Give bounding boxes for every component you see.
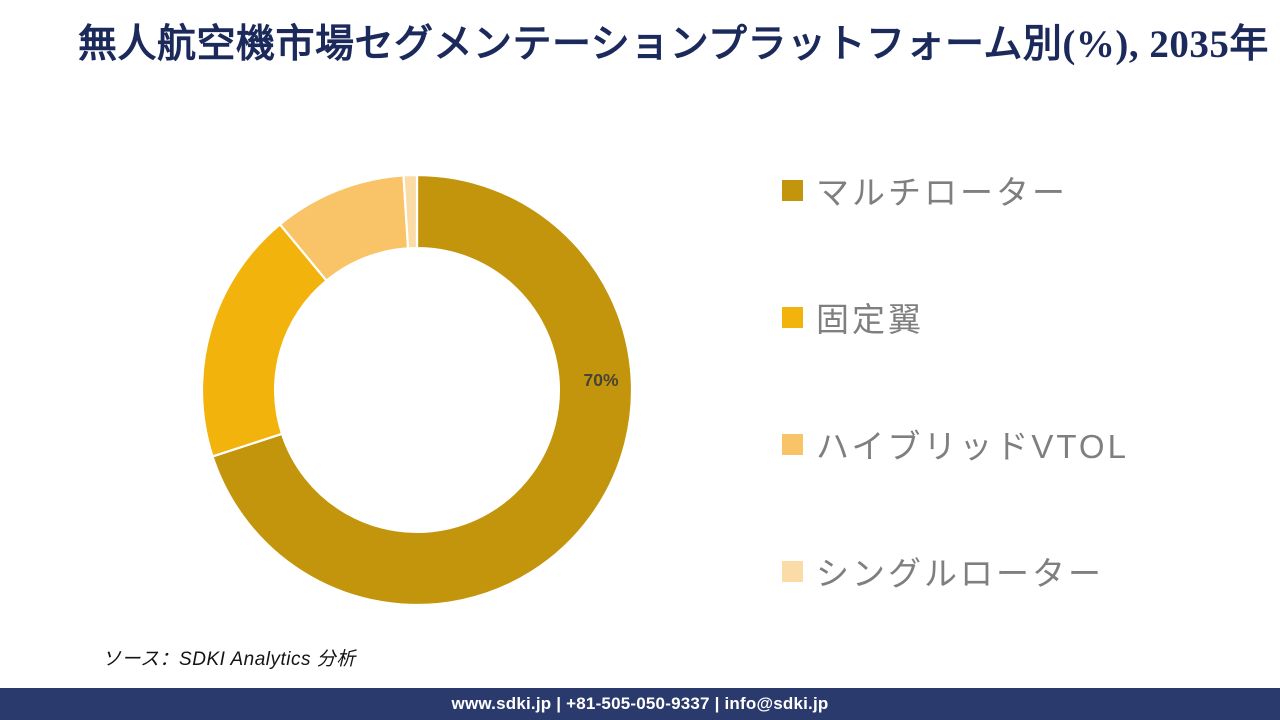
legend: マルチローター 固定翼 ハイブリッドVTOL シングルローター <box>782 168 1129 676</box>
legend-label-single-rotor: シングルローター <box>816 555 1104 592</box>
data-label: 70% <box>583 370 619 390</box>
donut-chart <box>197 170 637 610</box>
legend-swatch-hybrid-vtol <box>782 433 803 455</box>
chart-title: 無人航空機市場セグメンテーションプラットフォーム別(%), 2035年 <box>78 23 1269 66</box>
legend-label-multirotor: マルチローター <box>816 174 1068 211</box>
donut-svg <box>200 173 634 607</box>
legend-label-fixed-wing: 固定翼 <box>816 301 924 338</box>
legend-item-hybrid-vtol[interactable]: ハイブリッドVTOL <box>782 422 1129 466</box>
legend-swatch-fixed-wing <box>782 306 803 328</box>
legend-swatch-multirotor <box>782 179 803 201</box>
legend-item-single-rotor[interactable]: シングルローター <box>782 549 1129 593</box>
source-note: ソース：SDKI Analytics 分析 <box>102 649 356 670</box>
donut-segment-4[interactable] <box>402 173 419 250</box>
donut-segment-1[interactable] <box>211 173 634 607</box>
footer-contact: www.sdki.jp | +81-505-050-9337 | info@sd… <box>451 694 829 713</box>
legend-item-multirotor[interactable]: マルチローター <box>782 168 1129 212</box>
legend-item-fixed-wing[interactable]: 固定翼 <box>782 295 1129 339</box>
legend-label-hybrid-vtol: ハイブリッドVTOL <box>816 428 1129 465</box>
legend-swatch-single-rotor <box>782 560 803 582</box>
footer-bar: www.sdki.jp | +81-505-050-9337 | info@sd… <box>0 688 1280 720</box>
